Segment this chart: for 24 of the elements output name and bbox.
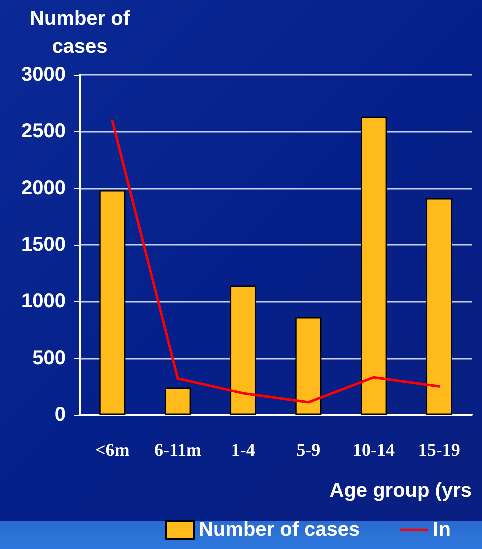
legend-label: In [433, 519, 451, 541]
y-tick-label: 500 [32, 347, 66, 370]
x-tick-label: 15-19 [418, 440, 460, 460]
y-tick-label: 1000 [22, 290, 66, 313]
x-tick-label: <6m [96, 440, 130, 460]
line-series [111, 120, 441, 404]
y-tick-label: 0 [54, 404, 66, 426]
bar [296, 318, 322, 415]
bar [426, 198, 452, 415]
bar [230, 286, 256, 415]
legend-label: Number of cases [199, 519, 360, 541]
bar [100, 190, 126, 415]
x-tick-label: 1-4 [231, 440, 256, 460]
x-tick-label: 5-9 [296, 440, 321, 460]
x-tick-label: 6-11m [154, 440, 202, 460]
y-tick-label: 2000 [22, 177, 66, 200]
x-tick-label: 10-14 [353, 440, 395, 460]
y-tick-label: 1500 [22, 234, 66, 256]
bar [165, 388, 191, 415]
y-tick-label: 3000 [22, 64, 66, 86]
bar [361, 116, 387, 415]
y-axis-title: Number of cases [30, 8, 130, 58]
x-axis-title: Age group (yrs [330, 480, 472, 502]
y-tick-label: 2500 [22, 120, 66, 143]
